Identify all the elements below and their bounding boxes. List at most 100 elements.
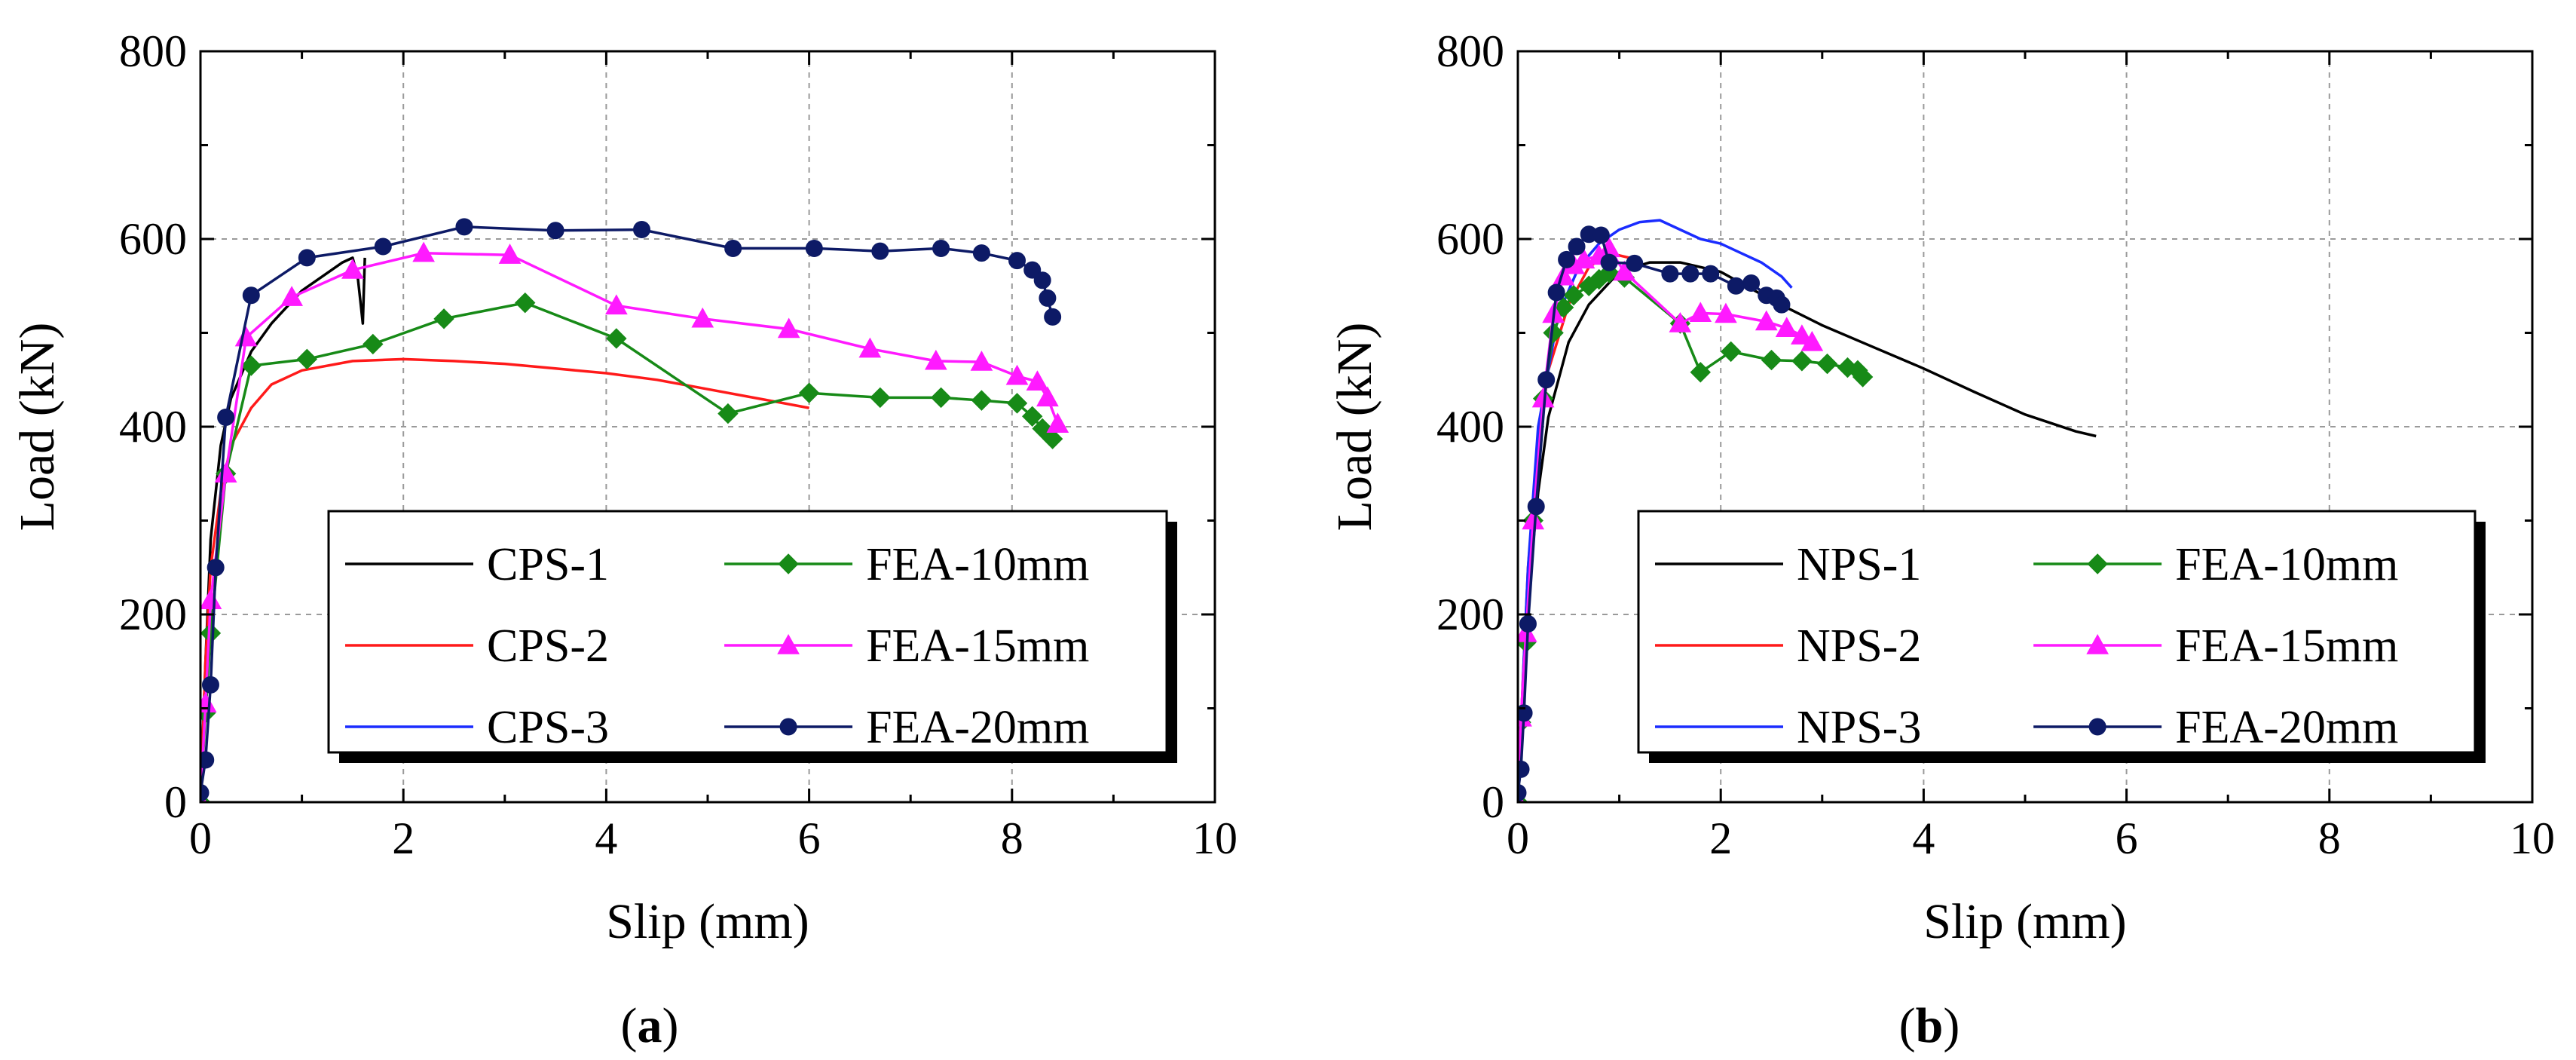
data-point-fea-20mm bbox=[871, 242, 889, 260]
legend-marker-fea-10mm bbox=[2087, 553, 2108, 574]
x-tick-label: 8 bbox=[2318, 813, 2341, 863]
data-point-fea-10mm bbox=[870, 387, 891, 409]
data-point-fea-20mm bbox=[200, 751, 215, 769]
x-tick-label: 2 bbox=[1709, 813, 1732, 863]
data-point-fea-20mm bbox=[1033, 271, 1051, 290]
data-point-fea-10mm bbox=[1543, 322, 1564, 344]
data-point-fea-20mm bbox=[217, 409, 235, 427]
legend-marker-fea-15mm bbox=[777, 633, 800, 654]
data-point-fea-15mm bbox=[200, 589, 222, 610]
y-tick-label: 800 bbox=[1436, 26, 1504, 76]
legend-label: NPS-1 bbox=[1797, 539, 1921, 590]
data-point-fea-15mm bbox=[1026, 370, 1049, 391]
y-tick-label: 400 bbox=[119, 402, 187, 452]
x-tick-label: 4 bbox=[1912, 813, 1935, 863]
legend-label: FEA-20mm bbox=[866, 702, 1089, 753]
data-point-fea-10mm bbox=[971, 390, 993, 411]
data-point-fea-20mm bbox=[1537, 371, 1556, 389]
data-point-fea-15mm bbox=[1775, 317, 1798, 337]
axis-ticks: 0 2 4 6 8 10 0 200 400 600 800 bbox=[1436, 26, 2555, 863]
data-point-fea-10mm bbox=[1816, 353, 1838, 375]
data-point-fea-20mm bbox=[1773, 296, 1791, 314]
y-tick-label: 0 bbox=[164, 777, 187, 827]
data-point-fea-15mm bbox=[1036, 386, 1059, 407]
data-point-fea-20mm bbox=[633, 221, 651, 239]
data-point-fea-10mm bbox=[296, 348, 318, 370]
legend-label: FEA-10mm bbox=[866, 539, 1089, 590]
data-point-fea-10mm bbox=[717, 403, 739, 424]
series-group bbox=[200, 218, 1069, 802]
legend-label: FEA-20mm bbox=[2175, 702, 2398, 753]
data-point-fea-15mm bbox=[341, 259, 364, 279]
legend-label: FEA-10mm bbox=[2175, 539, 2398, 590]
data-point-fea-15mm bbox=[280, 286, 303, 306]
data-point-fea-10mm bbox=[1042, 428, 1063, 449]
data-point-fea-20mm bbox=[805, 239, 823, 257]
data-point-fea-10mm bbox=[1720, 341, 1742, 363]
legend-label: FEA-15mm bbox=[866, 620, 1089, 672]
data-point-fea-20mm bbox=[972, 244, 990, 262]
panel-label-part: ) bbox=[662, 998, 679, 1053]
data-point-fea-20mm bbox=[724, 239, 742, 257]
data-point-fea-15mm bbox=[1552, 265, 1575, 286]
legend-label: FEA-15mm bbox=[2175, 620, 2398, 672]
x-axis-label: Slip (mm) bbox=[606, 894, 809, 949]
axis-ticks: 0 2 4 6 8 10 0 200 400 600 800 bbox=[119, 26, 1238, 863]
x-tick-label: 0 bbox=[1507, 813, 1529, 863]
panel-label: (a) bbox=[621, 998, 679, 1053]
data-point-fea-20mm bbox=[242, 286, 260, 305]
y-tick-label: 200 bbox=[1436, 590, 1504, 639]
legend-box bbox=[1637, 510, 2477, 754]
legend-label: CPS-3 bbox=[487, 702, 609, 753]
data-point-fea-20mm bbox=[1592, 226, 1610, 244]
data-point-fea-20mm bbox=[1044, 308, 1062, 326]
data-point-fea-20mm bbox=[932, 239, 950, 257]
x-tick-label: 0 bbox=[189, 813, 212, 863]
data-point-fea-15mm bbox=[1800, 330, 1824, 351]
y-tick-label: 400 bbox=[1436, 402, 1504, 452]
x-tick-label: 8 bbox=[1001, 813, 1023, 863]
data-point-fea-20mm bbox=[1008, 252, 1026, 270]
data-point-fea-20mm bbox=[1039, 289, 1057, 307]
data-point-fea-20mm bbox=[1626, 254, 1644, 272]
data-point-fea-15mm bbox=[1046, 412, 1069, 433]
data-point-fea-10mm bbox=[1690, 362, 1711, 383]
data-point-fea-10mm bbox=[200, 623, 222, 644]
data-point-fea-10mm bbox=[1022, 406, 1043, 427]
series-line-cps-1 bbox=[200, 256, 366, 802]
data-point-fea-15mm bbox=[1755, 310, 1778, 331]
y-tick-label: 600 bbox=[119, 214, 187, 264]
legend: CPS-1 CPS-2 CPS-3 FEA-10mm FEA-15mm FEA-20mm bbox=[327, 510, 1177, 763]
x-tick-label: 10 bbox=[1192, 813, 1238, 863]
data-point-fea-20mm bbox=[1547, 283, 1565, 302]
data-point-fea-10mm bbox=[1006, 393, 1028, 414]
data-point-fea-20mm bbox=[1568, 237, 1586, 256]
data-point-fea-20mm bbox=[1727, 277, 1745, 295]
legend-marker-fea-20mm bbox=[2088, 718, 2106, 736]
y-tick-label: 0 bbox=[1482, 777, 1504, 827]
data-point-fea-20mm bbox=[298, 249, 316, 267]
data-point-fea-15mm bbox=[777, 317, 800, 339]
data-point-fea-20mm bbox=[1518, 784, 1527, 802]
data-point-fea-15mm bbox=[1613, 260, 1636, 281]
data-point-fea-20mm bbox=[207, 559, 225, 577]
legend-label: NPS-3 bbox=[1797, 702, 1921, 753]
panel-label-part: ) bbox=[1943, 998, 1960, 1053]
x-axis-label: Slip (mm) bbox=[1923, 894, 2127, 949]
data-point-fea-15mm bbox=[498, 244, 522, 264]
x-tick-label: 6 bbox=[798, 813, 821, 863]
data-point-fea-20mm bbox=[1702, 265, 1720, 283]
data-point-fea-10mm bbox=[1032, 418, 1053, 440]
chart-panel-b: 0 2 4 6 8 10 0 200 400 600 800 Slip (mm) Load (kN) (b… bbox=[1327, 26, 2555, 1053]
legend-marker-fea-15mm bbox=[2086, 633, 2109, 654]
data-point-fea-20mm bbox=[374, 237, 392, 256]
data-point-fea-10mm bbox=[930, 387, 952, 409]
data-point-fea-10mm bbox=[1852, 366, 1874, 388]
data-point-fea-20mm bbox=[1527, 498, 1545, 516]
data-point-fea-20mm bbox=[546, 222, 564, 240]
data-point-fea-20mm bbox=[1519, 614, 1537, 633]
data-point-fea-20mm bbox=[1558, 250, 1576, 268]
y-axis-label: Load (kN) bbox=[1327, 323, 1382, 532]
legend-marker-fea-20mm bbox=[779, 718, 797, 736]
